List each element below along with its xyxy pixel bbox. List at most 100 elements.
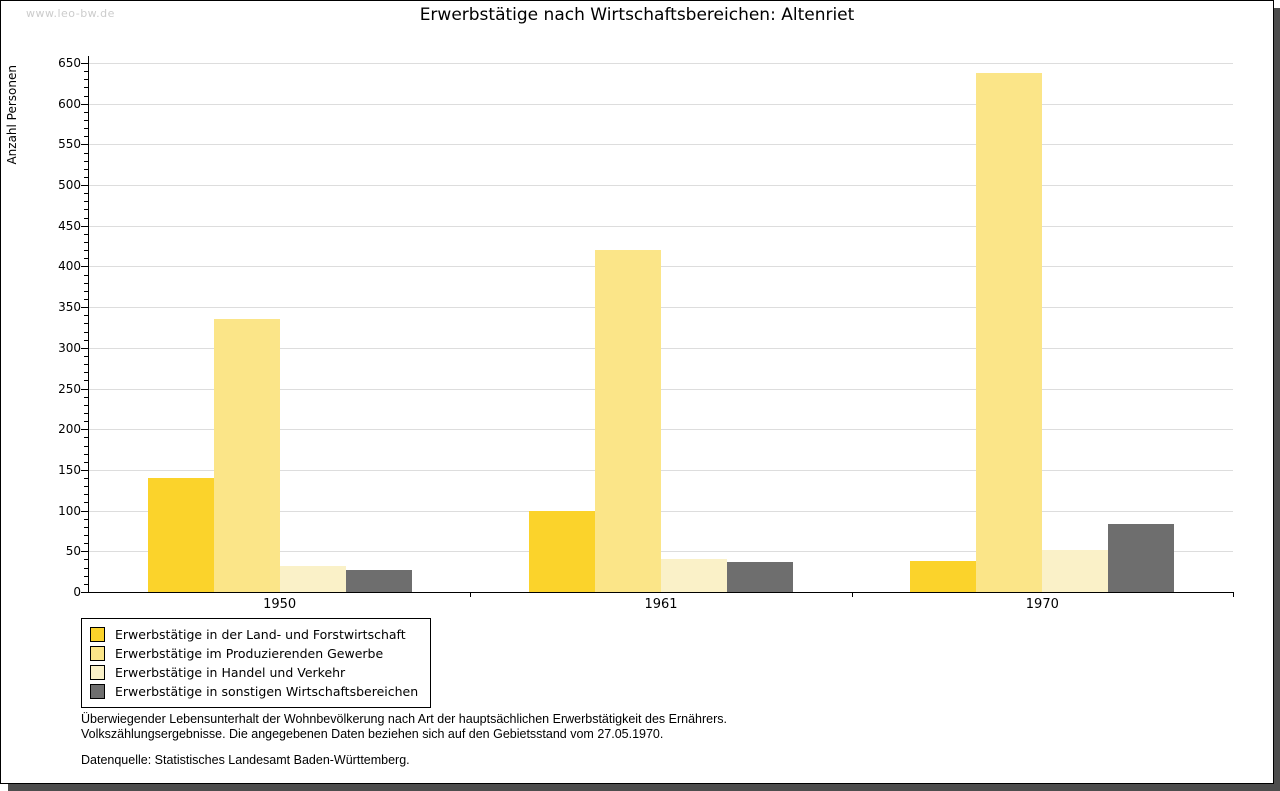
y-minor-tick xyxy=(84,502,88,504)
legend-label: Erwerbstätige in Handel und Verkehr xyxy=(115,665,346,680)
y-major-tick xyxy=(81,347,88,349)
y-minor-tick xyxy=(84,380,88,382)
y-minor-tick xyxy=(84,437,88,439)
footnotes: Überwiegender Lebensunterhalt der Wohnbe… xyxy=(81,712,727,768)
y-tick-label: 200 xyxy=(58,422,81,437)
y-minor-tick xyxy=(84,583,88,585)
y-minor-tick xyxy=(84,315,88,317)
y-major-tick xyxy=(81,551,88,553)
legend-item: Erwerbstätige in sonstigen Wirtschaftsbe… xyxy=(90,682,418,701)
y-minor-tick xyxy=(84,396,88,398)
y-tick-label: 300 xyxy=(58,340,81,355)
gridline xyxy=(89,103,1233,105)
bar xyxy=(279,565,346,592)
legend-swatch xyxy=(90,665,105,680)
y-major-tick xyxy=(81,185,88,187)
legend-swatch xyxy=(90,627,105,642)
legend-item: Erwerbstätige im Produzierenden Gewerbe xyxy=(90,644,418,663)
bar xyxy=(529,510,595,592)
x-boundary-tick xyxy=(1233,592,1234,597)
y-minor-tick xyxy=(84,128,88,130)
y-tick-label: 350 xyxy=(58,300,81,315)
legend-label: Erwerbstätige in der Land- und Forstwirt… xyxy=(115,627,406,642)
y-major-tick xyxy=(81,103,88,105)
bar xyxy=(345,570,412,592)
bar xyxy=(213,319,280,592)
y-minor-tick xyxy=(84,535,88,537)
y-minor-tick xyxy=(84,494,88,496)
y-minor-tick xyxy=(84,567,88,569)
chart-title: Erwerbstätige nach Wirtschaftsbereichen:… xyxy=(419,5,855,25)
bar xyxy=(727,561,793,592)
y-tick-label: 50 xyxy=(65,544,81,559)
gridline xyxy=(89,225,1233,227)
y-tick-label: 400 xyxy=(58,259,81,274)
y-minor-tick xyxy=(84,339,88,341)
y-tick-label: 550 xyxy=(58,137,81,152)
y-major-tick xyxy=(81,388,88,390)
legend-item: Erwerbstätige in Handel und Verkehr xyxy=(90,663,418,682)
y-minor-tick xyxy=(84,559,88,561)
y-minor-tick xyxy=(84,486,88,488)
legend-label: Erwerbstätige im Produzierenden Gewerbe xyxy=(115,646,384,661)
y-minor-tick xyxy=(84,404,88,406)
legend-item: Erwerbstätige in der Land- und Forstwirt… xyxy=(90,625,418,644)
y-tick-label: 450 xyxy=(58,218,81,233)
y-minor-tick xyxy=(84,242,88,244)
x-category-label: 1961 xyxy=(644,597,678,612)
y-minor-tick xyxy=(84,331,88,333)
watermark: www.leo-bw.de xyxy=(26,7,115,20)
gridline xyxy=(89,63,1233,64)
y-tick-label: 500 xyxy=(58,178,81,193)
y-minor-tick xyxy=(84,543,88,545)
gridline xyxy=(89,510,1233,512)
y-minor-tick xyxy=(84,193,88,195)
y-minor-tick xyxy=(84,176,88,178)
y-minor-tick xyxy=(84,518,88,520)
x-boundary-tick xyxy=(851,592,853,597)
bar xyxy=(910,561,977,592)
footnote-line: Volkszählungsergebnisse. Die angegebenen… xyxy=(81,727,664,741)
y-minor-tick xyxy=(84,323,88,325)
x-axis-line xyxy=(82,592,1233,593)
y-tick-label: 650 xyxy=(58,56,81,70)
y-minor-tick xyxy=(84,282,88,284)
y-minor-tick xyxy=(84,575,88,577)
gridline xyxy=(89,185,1233,187)
y-minor-tick xyxy=(84,119,88,121)
y-minor-tick xyxy=(84,111,88,113)
y-major-tick xyxy=(81,144,88,146)
y-major-tick xyxy=(81,307,88,309)
y-minor-tick xyxy=(84,79,88,81)
gridline xyxy=(89,347,1233,349)
y-minor-tick xyxy=(84,250,88,252)
y-minor-tick xyxy=(84,209,88,211)
legend-label: Erwerbstätige in sonstigen Wirtschaftsbe… xyxy=(115,684,419,699)
footnote-line: Überwiegender Lebensunterhalt der Wohnbe… xyxy=(81,712,727,726)
gridline xyxy=(89,266,1233,268)
y-minor-tick xyxy=(84,526,88,528)
y-minor-tick xyxy=(84,421,88,423)
y-tick-label: 600 xyxy=(58,96,81,111)
bar xyxy=(147,478,214,592)
y-axis-line xyxy=(88,56,89,593)
y-minor-tick xyxy=(84,274,88,276)
bar xyxy=(661,559,727,592)
legend-swatch xyxy=(90,684,105,699)
y-minor-tick xyxy=(84,290,88,292)
bar xyxy=(1108,523,1175,592)
x-category-label: 1950 xyxy=(263,597,297,612)
bar xyxy=(976,72,1043,592)
y-major-tick xyxy=(81,592,88,593)
bar xyxy=(595,250,661,592)
gridline xyxy=(89,551,1233,553)
y-minor-tick xyxy=(84,412,88,414)
y-minor-tick xyxy=(84,87,88,89)
y-minor-tick xyxy=(84,478,88,480)
y-axis-label: Anzahl Personen xyxy=(5,65,19,165)
y-minor-tick xyxy=(84,168,88,170)
gridline xyxy=(89,144,1233,146)
y-minor-tick xyxy=(84,453,88,455)
y-minor-tick xyxy=(84,95,88,97)
plot-area xyxy=(81,56,1234,597)
